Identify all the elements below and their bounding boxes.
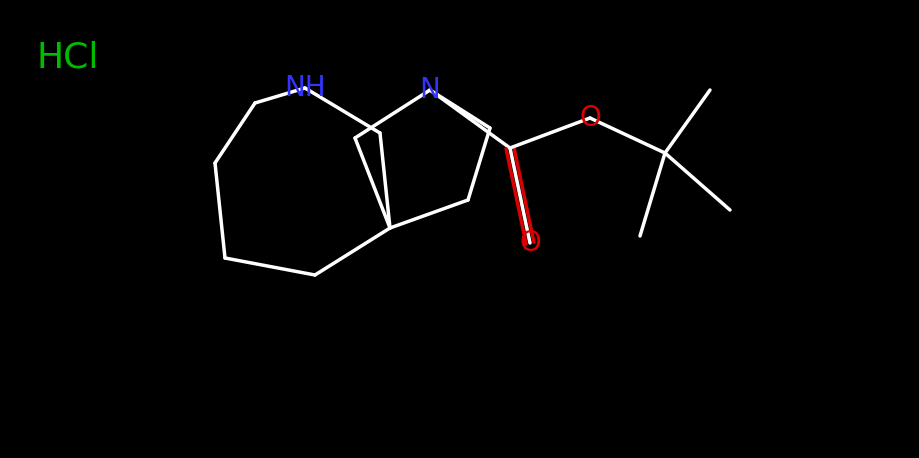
Text: N: N [419,76,440,104]
Text: NH: NH [284,74,325,102]
Text: O: O [578,104,600,132]
Text: O: O [518,229,540,257]
Text: HCl: HCl [37,41,99,75]
